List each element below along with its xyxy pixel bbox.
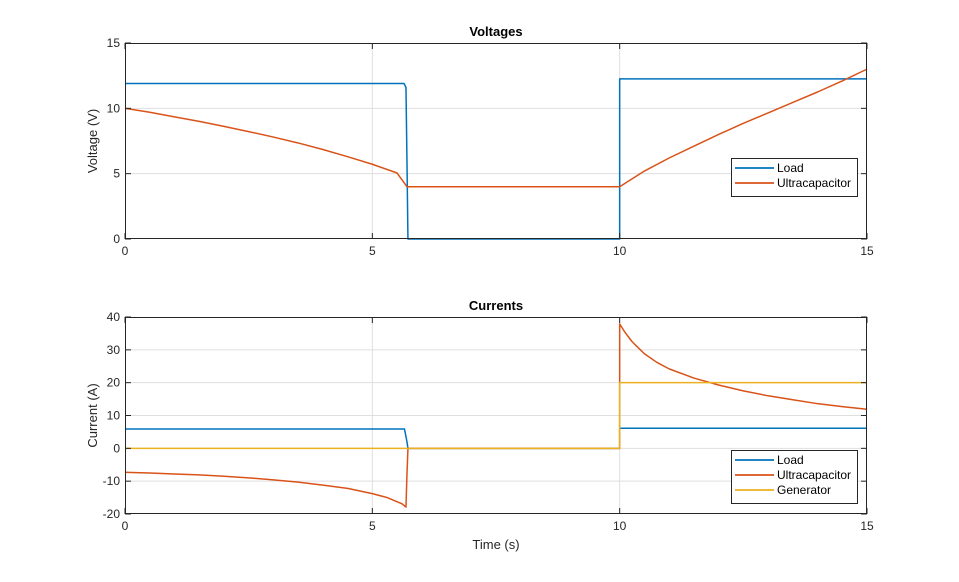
x-tick-label: 5 [369, 519, 376, 533]
y-tick-label: 15 [107, 36, 121, 50]
y-tick-label: 10 [107, 101, 121, 115]
series-group [124, 68, 868, 240]
x-tick-label: 15 [860, 519, 874, 533]
legend-label: Generator [777, 483, 831, 497]
y-tick-label: 30 [107, 343, 121, 357]
y-tick-label: 10 [107, 409, 121, 423]
series-line-load [125, 78, 867, 240]
ticks: 0 5 10 15 -20 -10 0 10 20 30 40 [103, 310, 874, 533]
y-tick-label: 40 [107, 310, 121, 324]
series-line-generator [125, 381, 867, 450]
x-tick-label: 10 [613, 519, 627, 533]
y-tick-label: -20 [103, 507, 121, 521]
legend-label: Ultracapacitor [777, 468, 851, 482]
y-axis-label: Voltage (V) [85, 109, 100, 173]
x-axis-label: Time (s) [472, 537, 519, 552]
legend-item-ultracapacitor[interactable]: Ultracapacitor [735, 176, 851, 190]
x-tick-label: 0 [122, 244, 129, 258]
x-tick-label: 15 [860, 244, 874, 258]
plot-area [125, 43, 867, 239]
legend-item-generator[interactable]: Generator [735, 483, 831, 497]
axes-box [125, 43, 867, 239]
legend-item-load[interactable]: Load [735, 453, 804, 467]
legend-item-ultracapacitor[interactable]: Ultracapacitor [735, 468, 851, 482]
series-line-ultracapacitor [124, 68, 868, 188]
y-tick-label: -10 [103, 474, 121, 488]
legend-label: Ultracapacitor [777, 176, 851, 190]
y-tick-label: 0 [113, 441, 120, 455]
voltages-axes: 0 5 10 15 0 5 10 15 Voltages Voltage (V) LoadUltra… [85, 24, 874, 258]
y-tick-label: 0 [113, 232, 120, 246]
legend-label: Load [777, 453, 804, 467]
legend-item-load[interactable]: Load [735, 161, 804, 175]
legend-box [731, 158, 858, 197]
currents-axes: 0 5 10 15 -20 -10 0 10 20 30 40 Currents Current (A)… [85, 298, 874, 552]
x-tick-label: 10 [613, 244, 627, 258]
x-tick-label: 5 [369, 244, 376, 258]
x-tick-label: 0 [122, 519, 129, 533]
legend-label: Load [777, 161, 804, 175]
chart-title: Voltages [469, 24, 522, 39]
y-tick-label: 5 [113, 167, 120, 181]
ticks: 0 5 10 15 0 5 10 15 [107, 36, 874, 258]
y-axis-label: Current (A) [85, 383, 100, 447]
series-group [124, 323, 868, 508]
y-tick-label: 20 [107, 376, 121, 390]
chart-title: Currents [469, 298, 523, 313]
